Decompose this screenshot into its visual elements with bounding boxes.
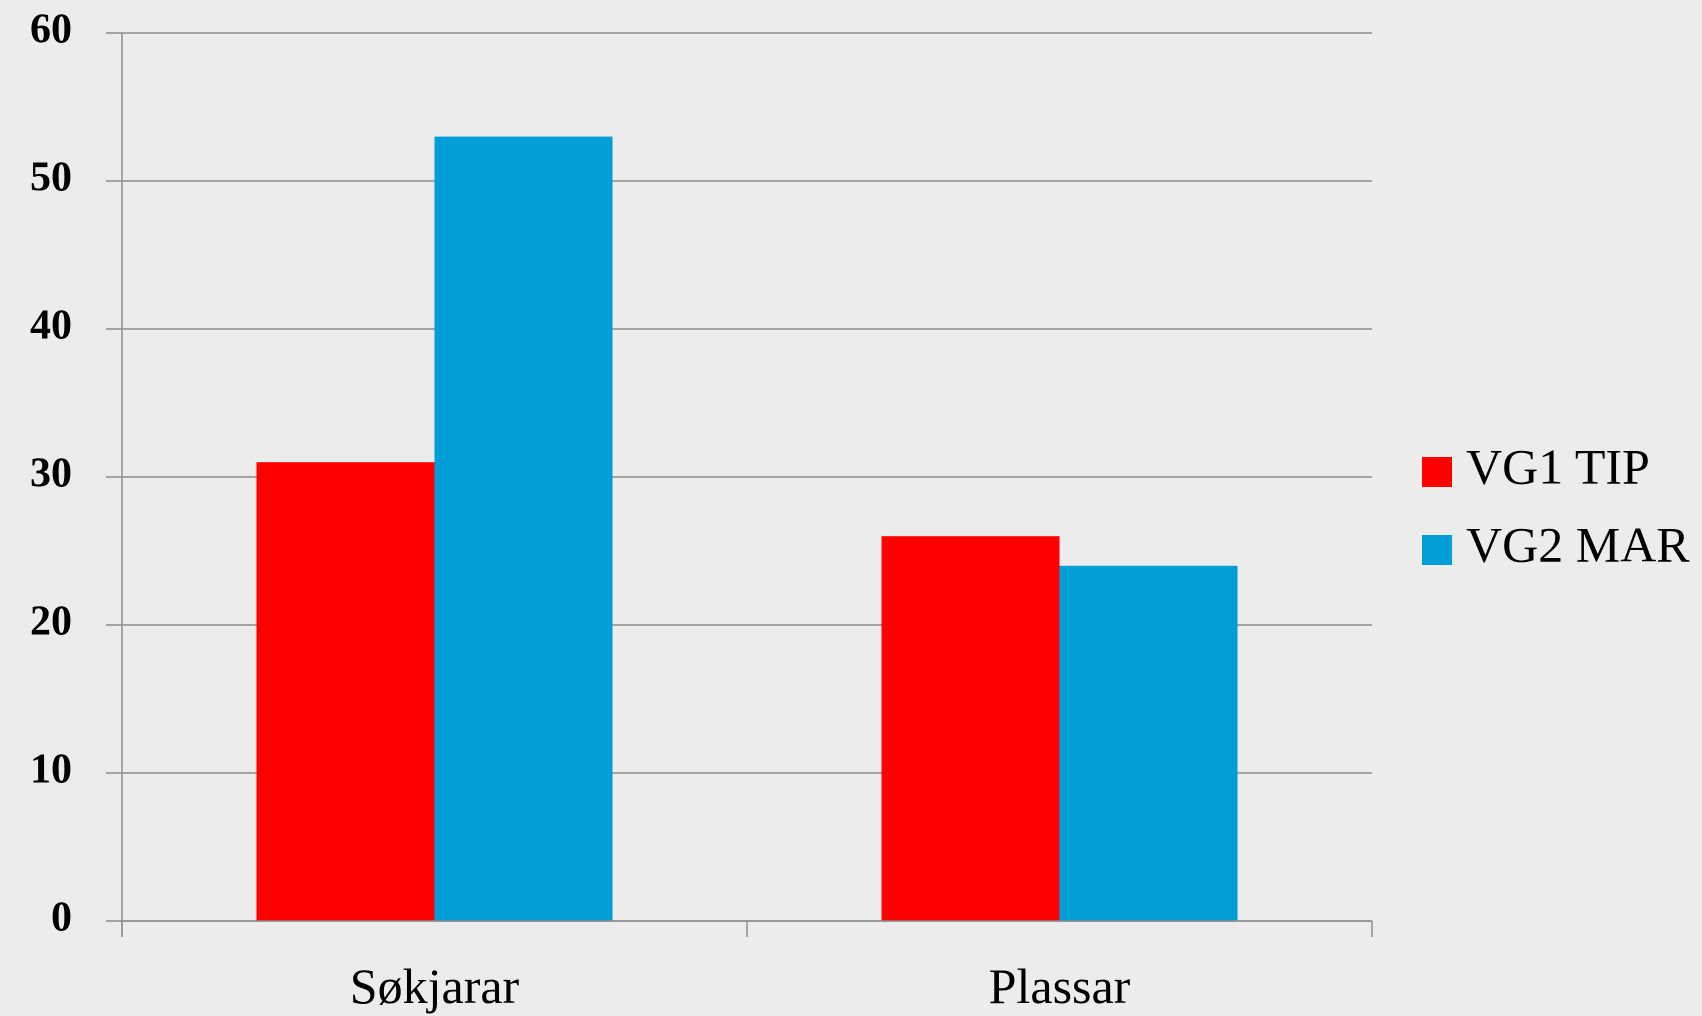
bars [256, 136, 1238, 922]
legend-swatch [1422, 535, 1452, 565]
x-category-label: Søkjarar [350, 958, 520, 1014]
axes [106, 32, 1373, 937]
x-category-label: Plassar [989, 958, 1131, 1014]
bar-s-kjarar-vg1-tip [256, 462, 435, 921]
y-tick-label: 20 [30, 599, 72, 645]
y-tick-label: 40 [30, 303, 72, 349]
y-tick-labels: 0 10 20 30 40 50 60 [30, 7, 72, 941]
y-tick-label: 0 [51, 895, 72, 941]
x-category-labels: Søkjarar Plassar [350, 958, 1131, 1014]
y-tick-label: 30 [30, 451, 72, 497]
y-tick-label: 60 [30, 7, 72, 53]
bar-plassar-vg2-mar [1059, 565, 1238, 921]
bar-s-kjarar-vg2-mar [434, 136, 613, 922]
legend-swatch [1422, 457, 1452, 487]
y-tick-label: 10 [30, 747, 72, 793]
legend-label: VG2 MAR [1466, 516, 1690, 572]
bar-plassar-vg1-tip [881, 536, 1060, 921]
legend: VG1 TIP VG2 MAR [1422, 438, 1690, 572]
y-tick-label: 50 [30, 155, 72, 201]
legend-label: VG1 TIP [1466, 438, 1650, 494]
